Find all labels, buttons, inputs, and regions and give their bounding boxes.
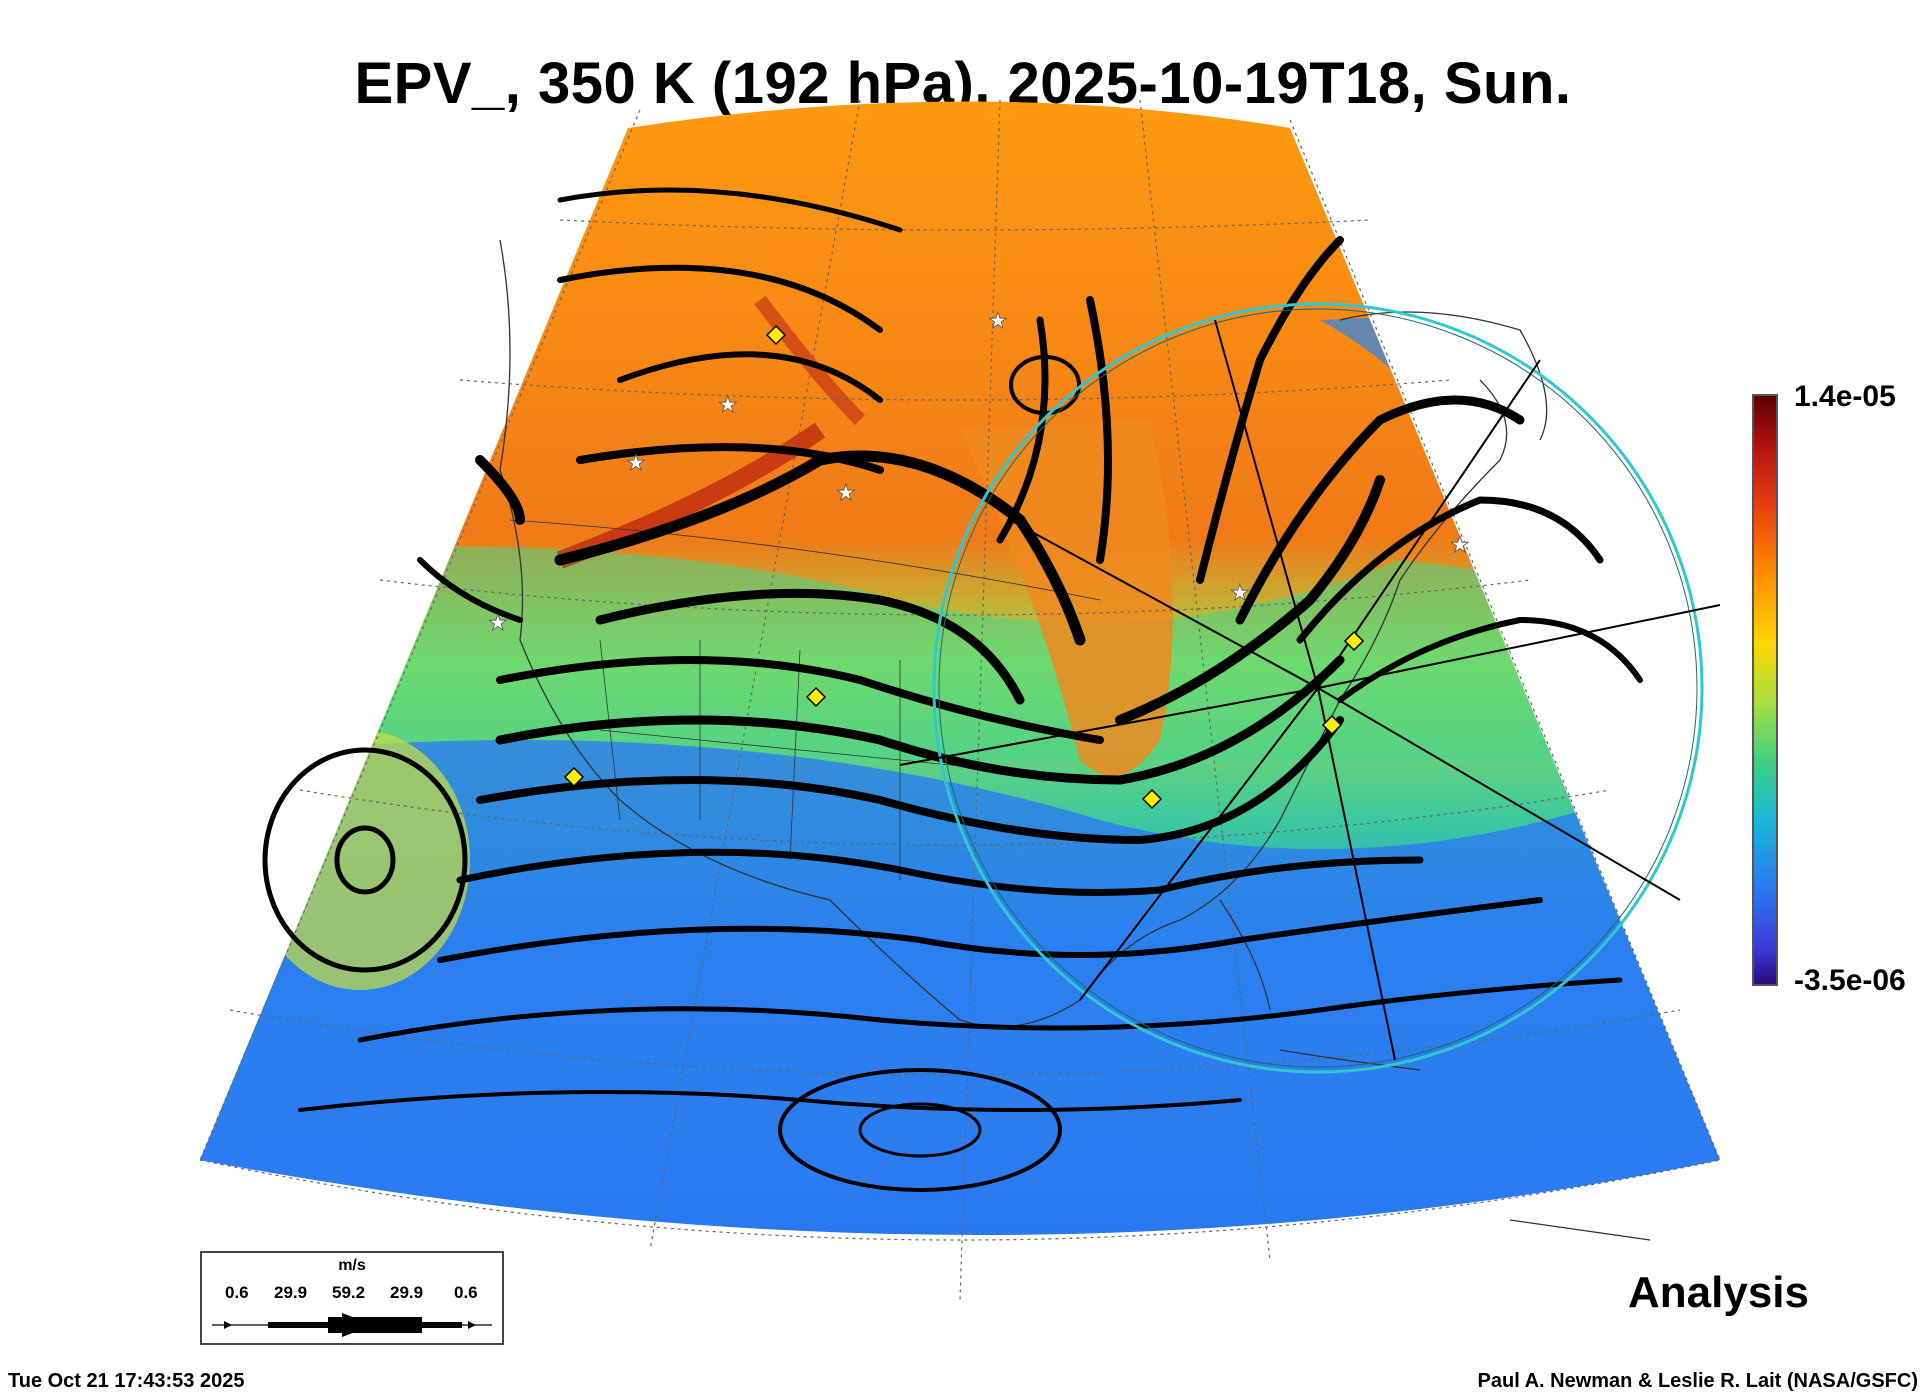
star-marker: ★: [836, 481, 856, 506]
wind-legend-value: 59.2: [332, 1283, 366, 1302]
analysis-label: Analysis: [1628, 1268, 1809, 1317]
star-marker: ★: [988, 309, 1008, 334]
star-marker: ★: [488, 611, 508, 636]
wind-legend-value: 29.9: [274, 1283, 308, 1302]
wind-legend-value: 0.6: [225, 1283, 249, 1302]
star-marker: ★: [1450, 533, 1470, 558]
diamond-marker: [1343, 630, 1365, 652]
diamond-marker: [805, 686, 827, 708]
wind-legend-unit: m/s: [338, 1257, 366, 1274]
star-marker: ★: [1230, 581, 1250, 606]
wind-legend-arrow: [212, 1313, 492, 1337]
diamond-marker: [563, 766, 585, 788]
colorbar-max-label: 1.4e-05: [1794, 380, 1896, 413]
epv-field: [200, 101, 1720, 1235]
colorbar: [1752, 394, 1778, 986]
borders: [509, 519, 1101, 880]
wind-legend-value: 0.6: [454, 1283, 478, 1302]
diamond-markers: [563, 324, 1365, 810]
colorbar-min-label: -3.5e-06: [1794, 964, 1906, 997]
diamond-marker: [765, 324, 787, 346]
cross-section-lines: [899, 319, 1721, 1061]
streamlines: [262, 187, 1643, 1192]
footer-timestamp: Tue Oct 21 17:43:53 2025: [8, 1370, 245, 1392]
star-marker: ★: [626, 451, 646, 476]
range-ring: [932, 302, 1704, 1074]
star-marker: ★: [718, 393, 738, 418]
diamond-marker: [1321, 714, 1343, 736]
diamond-marker: [1141, 788, 1163, 810]
footer-credit: Paul A. Newman & Leslie R. Lait (NASA/GS…: [1477, 1370, 1918, 1392]
star-markers: ★ ★ ★ ★ ★ ★ ★: [488, 309, 1471, 637]
coastlines: [499, 239, 1651, 1241]
wind-legend: m/s 0.6 29.9 59.2 29.9 0.6: [200, 1251, 504, 1345]
wind-legend-value: 29.9: [390, 1283, 424, 1302]
